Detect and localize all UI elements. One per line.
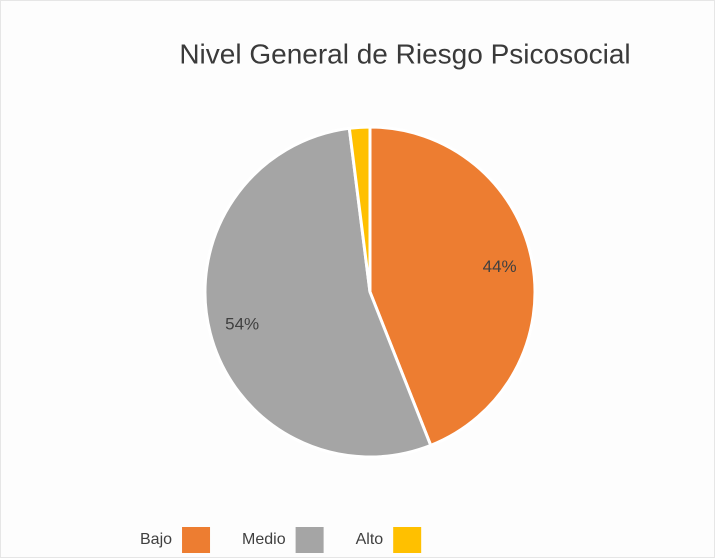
pie-slice bbox=[203, 126, 433, 459]
legend-label: Medio bbox=[242, 531, 286, 548]
pie-slice bbox=[347, 125, 372, 293]
data-label: 44% bbox=[483, 257, 517, 276]
legend-label: Bajo bbox=[140, 531, 172, 548]
legend-label: Alto bbox=[356, 531, 384, 548]
legend-swatch bbox=[295, 527, 324, 553]
data-label: 54% bbox=[225, 314, 259, 333]
chart-title: Nivel General de Riesgo Psicosocial bbox=[179, 38, 630, 69]
legend-swatch bbox=[182, 527, 211, 553]
legend-swatch bbox=[393, 527, 422, 553]
pie-slice bbox=[368, 125, 537, 448]
